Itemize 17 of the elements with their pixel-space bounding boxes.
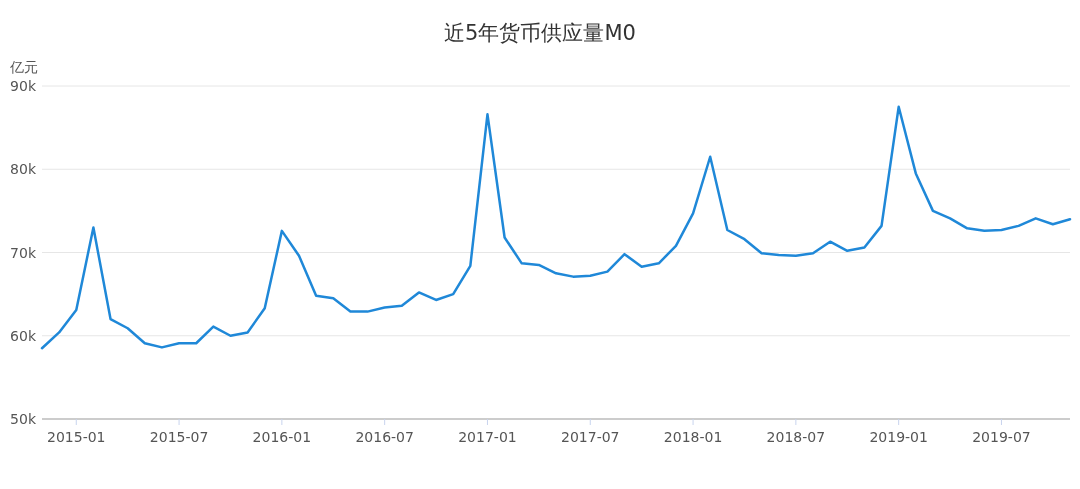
xtick: 2016-07 — [355, 429, 414, 445]
ytick: 70k — [10, 244, 36, 261]
xtick: 2019-01 — [869, 429, 928, 445]
xtick: 2017-01 — [458, 429, 517, 445]
xtick: 2018-07 — [766, 429, 826, 445]
xtick: 2019-07 — [972, 429, 1031, 445]
xtick: 2018-01 — [663, 429, 723, 445]
xtick: 2016-01 — [252, 429, 312, 445]
ytick: 50k — [10, 411, 36, 427]
ytick: 90k — [10, 78, 36, 94]
ytick: 60k — [10, 327, 36, 344]
xtick: 2015-07 — [149, 429, 209, 445]
xtick: 2017-07 — [561, 429, 620, 445]
title: 近5年货币供应量M0 — [444, 21, 636, 45]
xtick: 2015-01 — [47, 429, 106, 445]
ytick: 80k — [10, 161, 36, 178]
ylabel: 亿元 — [10, 59, 38, 75]
